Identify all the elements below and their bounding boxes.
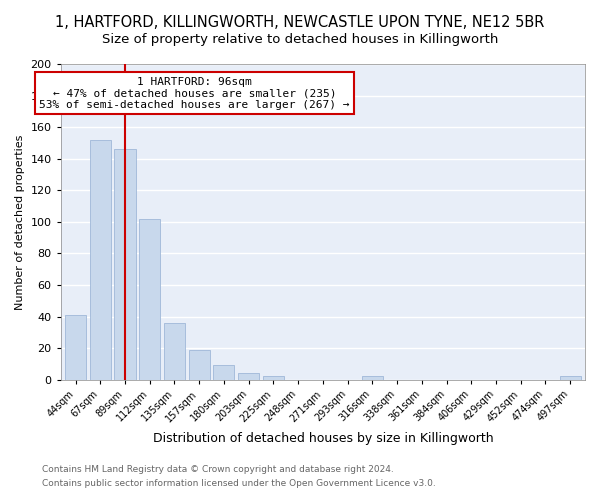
Text: 1 HARTFORD: 96sqm
← 47% of detached houses are smaller (235)
53% of semi-detache: 1 HARTFORD: 96sqm ← 47% of detached hous…: [39, 76, 350, 110]
Y-axis label: Number of detached properties: Number of detached properties: [15, 134, 25, 310]
Bar: [238, 374, 259, 380]
Bar: [90, 140, 111, 380]
Bar: [263, 376, 284, 380]
Bar: [560, 376, 581, 380]
Bar: [188, 350, 210, 380]
X-axis label: Distribution of detached houses by size in Killingworth: Distribution of detached houses by size …: [152, 432, 493, 445]
Text: 1, HARTFORD, KILLINGWORTH, NEWCASTLE UPON TYNE, NE12 5BR: 1, HARTFORD, KILLINGWORTH, NEWCASTLE UPO…: [55, 15, 545, 30]
Bar: [362, 376, 383, 380]
Text: Contains HM Land Registry data © Crown copyright and database right 2024.
Contai: Contains HM Land Registry data © Crown c…: [42, 466, 436, 487]
Bar: [65, 315, 86, 380]
Text: Size of property relative to detached houses in Killingworth: Size of property relative to detached ho…: [102, 32, 498, 46]
Bar: [214, 366, 235, 380]
Bar: [139, 218, 160, 380]
Bar: [115, 149, 136, 380]
Bar: [164, 323, 185, 380]
